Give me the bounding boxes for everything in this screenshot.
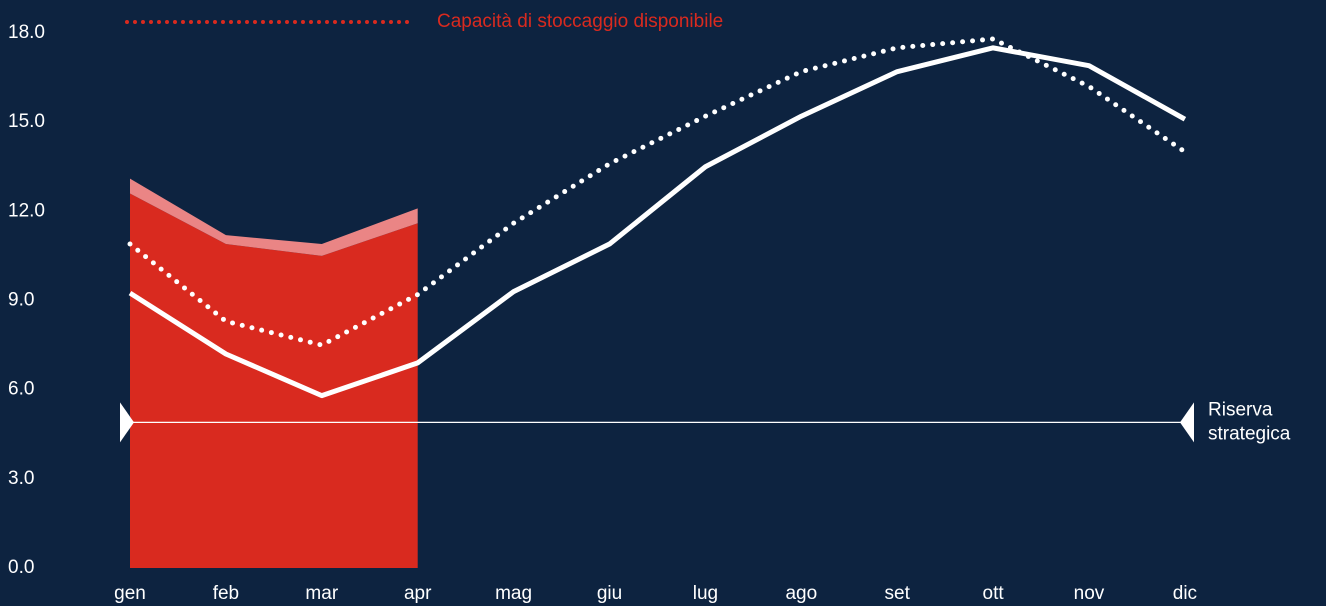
area bbox=[130, 178, 418, 256]
x-tick-label: ago bbox=[785, 583, 817, 604]
y-tick-label: 12.0 bbox=[8, 200, 45, 221]
reference-marker bbox=[120, 402, 134, 443]
legend-label: Capacità di stoccaggio disponibile bbox=[437, 11, 723, 32]
x-tick-label: giu bbox=[597, 583, 622, 604]
y-tick-label: 9.0 bbox=[8, 290, 34, 311]
x-tick-label: nov bbox=[1074, 583, 1105, 604]
area bbox=[130, 193, 418, 568]
reference-label: Riserva bbox=[1208, 399, 1273, 420]
x-tick-label: set bbox=[885, 583, 911, 604]
x-tick-label: apr bbox=[404, 583, 432, 604]
x-tick-label: ott bbox=[983, 583, 1005, 604]
y-tick-label: 15.0 bbox=[8, 111, 45, 132]
x-tick-label: gen bbox=[114, 583, 146, 604]
x-tick-label: mar bbox=[305, 583, 338, 604]
y-tick-label: 6.0 bbox=[8, 379, 34, 400]
x-tick-label: lug bbox=[693, 583, 718, 604]
x-tick-label: dic bbox=[1173, 583, 1197, 604]
reference-label: strategica bbox=[1208, 423, 1291, 444]
reference-marker bbox=[1180, 402, 1194, 443]
y-tick-label: 0.0 bbox=[8, 557, 34, 578]
line bbox=[127, 36, 1188, 348]
line bbox=[128, 45, 1187, 399]
y-tick-label: 3.0 bbox=[8, 468, 34, 489]
x-tick-label: feb bbox=[213, 583, 239, 604]
y-tick-label: 18.0 bbox=[8, 22, 45, 43]
x-tick-label: mag bbox=[495, 583, 532, 604]
